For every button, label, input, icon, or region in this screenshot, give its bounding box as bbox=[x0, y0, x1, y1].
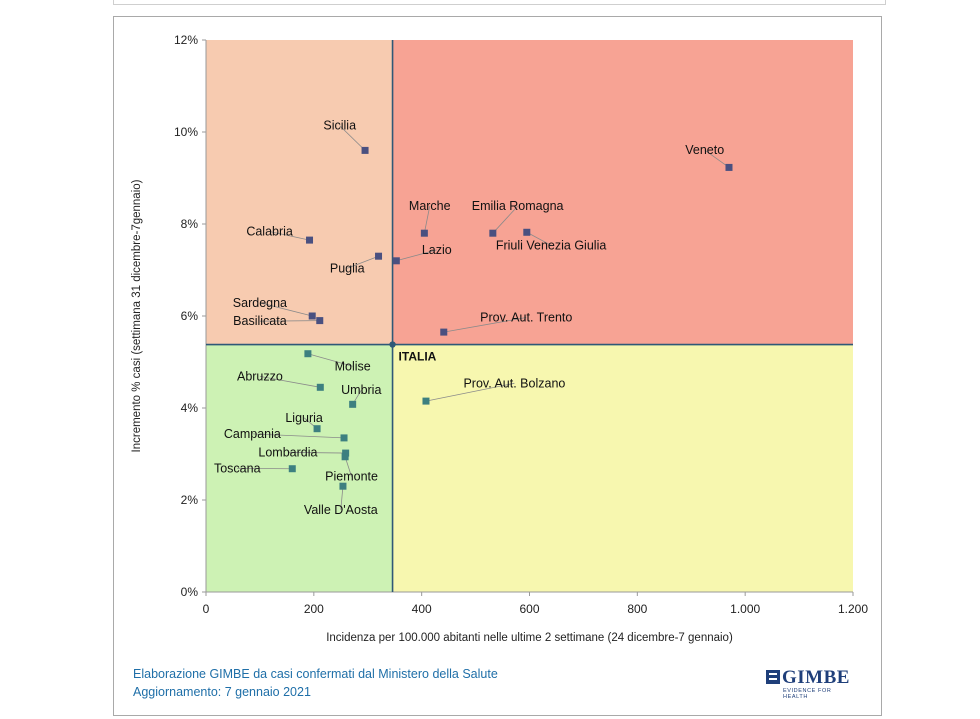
y-tick-label: 2% bbox=[181, 493, 199, 507]
x-tick-label: 200 bbox=[304, 602, 324, 616]
y-axis-title: Incremento % casi (settimana 31 dicembre… bbox=[131, 179, 143, 452]
data-label-piemonte: Piemonte bbox=[325, 470, 378, 484]
data-point-puglia bbox=[375, 252, 383, 260]
data-point-toscana bbox=[288, 465, 296, 473]
data-point-friuli-venezia-giulia bbox=[523, 228, 531, 236]
y-tick-label: 0% bbox=[181, 585, 199, 599]
data-point-molise bbox=[304, 350, 312, 358]
data-point-liguria bbox=[313, 425, 321, 433]
x-tick-label: 0 bbox=[203, 602, 210, 616]
quadrant-bottom-left bbox=[206, 344, 393, 592]
reference-point bbox=[389, 341, 396, 348]
data-point-marche bbox=[420, 229, 428, 237]
y-tick-label: 6% bbox=[181, 309, 199, 323]
data-label-emilia-romagna: Emilia Romagna bbox=[472, 199, 564, 213]
x-tick-label: 800 bbox=[627, 602, 647, 616]
leader-line-sardegna bbox=[259, 302, 313, 317]
leader-line-friuli-venezia-giulia bbox=[526, 231, 552, 246]
x-tick-label: 600 bbox=[519, 602, 539, 616]
leader-line-campania bbox=[252, 433, 345, 439]
data-label-toscana: Toscana bbox=[214, 461, 261, 475]
data-label-calabria: Calabria bbox=[246, 225, 293, 239]
data-point-abruzzo bbox=[316, 383, 324, 391]
leader-line-lombardia bbox=[287, 451, 346, 454]
data-point-sardegna bbox=[308, 312, 316, 320]
data-label-abruzzo: Abruzzo bbox=[237, 369, 283, 383]
data-label-lombardia: Lombardia bbox=[258, 445, 317, 459]
data-label-veneto: Veneto bbox=[685, 143, 724, 157]
data-point-campania bbox=[340, 434, 348, 442]
quadrant-top-left bbox=[206, 40, 393, 345]
data-label-liguria: Liguria bbox=[285, 411, 323, 425]
leader-line-abruzzo bbox=[259, 376, 321, 388]
y-tick-label: 10% bbox=[174, 125, 198, 139]
data-point-emilia-romagna bbox=[489, 229, 497, 237]
data-point-sicilia bbox=[361, 146, 369, 154]
reference-label: ITALIA bbox=[399, 350, 437, 364]
x-tick-label: 1.000 bbox=[730, 602, 760, 616]
data-label-molise: Molise bbox=[335, 359, 371, 373]
data-point-valle-d-aosta bbox=[339, 482, 347, 490]
data-label-valle-d-aosta: Valle D'Aosta bbox=[304, 503, 378, 517]
y-tick-label: 4% bbox=[181, 401, 199, 415]
data-label-campania: Campania bbox=[224, 427, 281, 441]
data-point-veneto bbox=[725, 163, 733, 171]
quadrant-top-right bbox=[392, 40, 853, 345]
leader-line-valle-d-aosta bbox=[340, 486, 344, 510]
leader-line-molise bbox=[307, 353, 353, 367]
data-point-piemonte bbox=[341, 453, 349, 461]
scatter-chart: 0% 2% 4% 6% 8% 10% 12% 0 200 400 600 800 1.000 1.200 I… bbox=[131, 33, 868, 644]
data-point-basilicata bbox=[316, 317, 324, 325]
data-point-lombardia bbox=[342, 449, 350, 457]
quadrant-bottom-right bbox=[392, 344, 853, 592]
source-note: Elaborazione GIMBE da casi confermati da… bbox=[133, 667, 498, 681]
data-label-friuli-venezia-giulia: Friuli Venezia Giulia bbox=[496, 238, 607, 252]
data-label-prov-aut-trento: Prov. Aut. Trento bbox=[480, 311, 572, 325]
data-point-umbria bbox=[349, 400, 357, 408]
leader-line-puglia bbox=[347, 255, 379, 269]
leader-line-basilicata bbox=[259, 320, 320, 322]
data-label-prov-aut-bolzano: Prov. Aut. Bolzano bbox=[463, 376, 565, 390]
data-point-calabria bbox=[306, 236, 314, 244]
chart-frame: 0% 2% 4% 6% 8% 10% 12% 0 200 400 600 800 1.000 1.200 I… bbox=[113, 16, 882, 716]
leader-line-sicilia bbox=[339, 125, 366, 151]
data-label-umbria: Umbria bbox=[341, 383, 381, 397]
data-label-puglia: Puglia bbox=[330, 261, 365, 275]
gimbe-logo: GIMBE EVIDENCE FOR HEALTH bbox=[766, 667, 856, 700]
data-label-basilicata: Basilicata bbox=[233, 314, 287, 328]
data-label-lazio: Lazio bbox=[422, 243, 452, 257]
leader-line-prov-aut-trento bbox=[443, 317, 527, 333]
update-note: Aggiornamento: 7 gennaio 2021 bbox=[133, 685, 311, 699]
data-point-prov-aut-trento bbox=[440, 328, 448, 336]
data-label-sicilia: Sicilia bbox=[323, 119, 356, 133]
leader-line-emilia-romagna bbox=[492, 205, 518, 234]
x-tick-label: 400 bbox=[412, 602, 432, 616]
leader-line-calabria bbox=[269, 231, 310, 241]
data-point-lazio bbox=[392, 257, 400, 265]
y-tick-label: 12% bbox=[174, 33, 198, 47]
gimbe-logo-name: GIMBE bbox=[782, 667, 850, 688]
x-axis-title: Incidenza per 100.000 abitanti nelle ult… bbox=[326, 632, 733, 644]
x-tick-label: 1.200 bbox=[838, 602, 868, 616]
gimbe-logo-icon bbox=[766, 670, 780, 684]
data-point-prov-aut-bolzano bbox=[422, 397, 430, 405]
data-label-sardegna: Sardegna bbox=[233, 296, 287, 310]
leader-line-veneto bbox=[704, 149, 730, 168]
leader-line-prov-aut-bolzano bbox=[425, 382, 515, 402]
y-tick-label: 8% bbox=[181, 217, 199, 231]
previous-slide-edge bbox=[113, 0, 886, 5]
gimbe-logo-tagline: EVIDENCE FOR HEALTH bbox=[783, 688, 832, 700]
leader-line-lazio bbox=[396, 249, 437, 262]
leader-line-marche bbox=[423, 206, 431, 234]
data-label-marche: Marche bbox=[409, 199, 451, 213]
